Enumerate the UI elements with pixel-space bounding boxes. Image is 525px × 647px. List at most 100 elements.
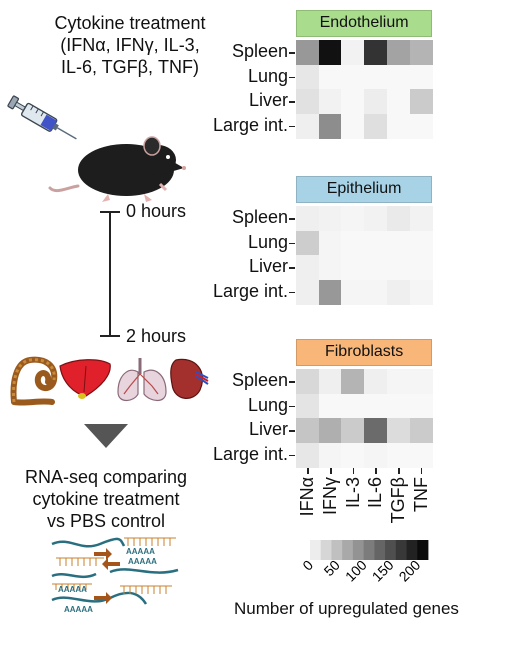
heatmap-cell	[341, 418, 365, 443]
row-tick	[289, 52, 295, 54]
row-tick	[289, 76, 295, 79]
heatmap-cell	[296, 393, 320, 419]
rna-molecules-illustration: AAAAA AAAAA AAAAA AAAAA	[51, 537, 179, 614]
heatmap-cell	[409, 279, 433, 305]
row-tick	[289, 454, 295, 457]
column-tick	[420, 468, 423, 474]
heatmap-cell	[341, 230, 365, 256]
lungs-icon	[117, 358, 167, 402]
colorbar-step	[406, 540, 418, 560]
heatmap-cell	[364, 369, 388, 394]
heatmap-cell	[318, 418, 342, 443]
heatmap-cell	[296, 89, 320, 114]
spleen-icon	[170, 358, 209, 399]
heatmap-cell	[318, 230, 342, 256]
panel-header: Epithelium	[296, 176, 433, 203]
rnaseq-line: RNA-seq comparing	[24, 467, 188, 487]
heatmap-cell	[341, 64, 365, 90]
polya-label: AAAAA	[58, 585, 87, 594]
polya-label: AAAAA	[126, 547, 155, 556]
heatmap-cell	[364, 255, 388, 280]
colorbar-step	[395, 540, 407, 560]
heatmap-cell	[364, 64, 388, 90]
heatmap-cell	[318, 89, 342, 114]
heatmap-cell	[296, 418, 320, 443]
column-label: IFNα	[297, 477, 318, 517]
heatmap-cell	[386, 206, 410, 231]
heatmap-cell	[364, 113, 388, 139]
row-tick	[289, 218, 295, 220]
liver-icon	[59, 359, 111, 399]
panel-header: Endothelium	[296, 10, 433, 37]
mouse-icon	[48, 136, 186, 202]
heatmap-cell	[318, 442, 342, 468]
heatmap-cell	[341, 89, 365, 114]
time-start-label: 0 hours	[126, 201, 187, 221]
heatmap-cell	[364, 442, 388, 468]
intestine-icon	[10, 356, 58, 406]
row-label: Spleen	[231, 41, 288, 62]
row-label: Large int.	[212, 443, 288, 464]
rnaseq-line: vs PBS control	[46, 511, 166, 531]
heatmap-cell	[409, 393, 433, 419]
heatmap-cell	[409, 89, 433, 114]
heatmap-cell	[409, 418, 433, 443]
colorbar-step	[417, 540, 429, 560]
heatmap-cell	[341, 393, 365, 419]
heatmap-cell	[364, 279, 388, 305]
colorbar-step	[385, 540, 397, 560]
heatmap-cell	[296, 279, 320, 305]
colorbar-step	[331, 540, 343, 560]
syringe-icon	[7, 95, 77, 140]
heatmap-cell	[318, 206, 342, 231]
heatmap-cell	[341, 40, 365, 65]
treatment-title: Cytokine treatment (IFNα, IFNγ, IL-3, IL…	[14, 12, 246, 78]
column-tick	[352, 468, 355, 474]
heatmap-cell	[318, 393, 342, 419]
colorbar-label: Number of upregulated genes	[234, 599, 459, 618]
heatmap-cell	[386, 89, 410, 114]
heatmap-cell	[296, 206, 320, 231]
heatmap-cell	[409, 206, 433, 231]
column-tick	[375, 468, 377, 474]
row-tick	[289, 405, 295, 408]
column-tick	[330, 468, 332, 474]
panel-header: Fibroblasts	[296, 339, 433, 366]
polya-label: AAAAA	[64, 605, 93, 614]
heatmap-cell	[341, 206, 365, 231]
heatmap-cell	[364, 230, 388, 256]
treatment-line: IL-6, TGFβ, TNF)	[60, 57, 200, 77]
down-arrow-icon	[84, 424, 128, 448]
column-label: IL-6	[365, 477, 386, 509]
heatmap-cell	[386, 113, 410, 139]
column-tick	[398, 468, 400, 474]
heatmap-cell	[296, 255, 320, 280]
colorbar-step	[342, 540, 354, 560]
heatmap-cell	[386, 64, 410, 90]
heatmap-cell	[386, 418, 410, 443]
heatmap-cell	[364, 40, 388, 65]
heatmap-cell	[386, 369, 410, 394]
heatmap-cell	[318, 40, 342, 65]
row-label: Large int.	[212, 280, 288, 301]
rnaseq-line: cytokine treatment	[32, 489, 180, 509]
heatmap-cell	[409, 113, 433, 139]
colorbar-step	[363, 540, 375, 560]
row-label: Large int.	[212, 114, 288, 135]
colorbar-tick-label: 200	[396, 557, 424, 585]
column-label: IL-3	[342, 477, 363, 509]
polya-label: AAAAA	[128, 557, 157, 566]
heatmap-cell	[296, 40, 320, 65]
row-label: Liver	[248, 419, 288, 440]
row-tick	[289, 242, 295, 245]
colorbar-tick-label: 50	[321, 557, 343, 579]
row-label: Lung	[247, 231, 288, 252]
heatmap-cell	[296, 113, 320, 139]
treatment-line: Cytokine treatment	[54, 13, 206, 33]
heatmap-cell	[296, 230, 320, 256]
column-label: TGFβ	[388, 477, 409, 524]
row-label: Spleen	[231, 207, 288, 228]
heatmap-cell	[341, 113, 365, 139]
heatmap-cell	[341, 279, 365, 305]
